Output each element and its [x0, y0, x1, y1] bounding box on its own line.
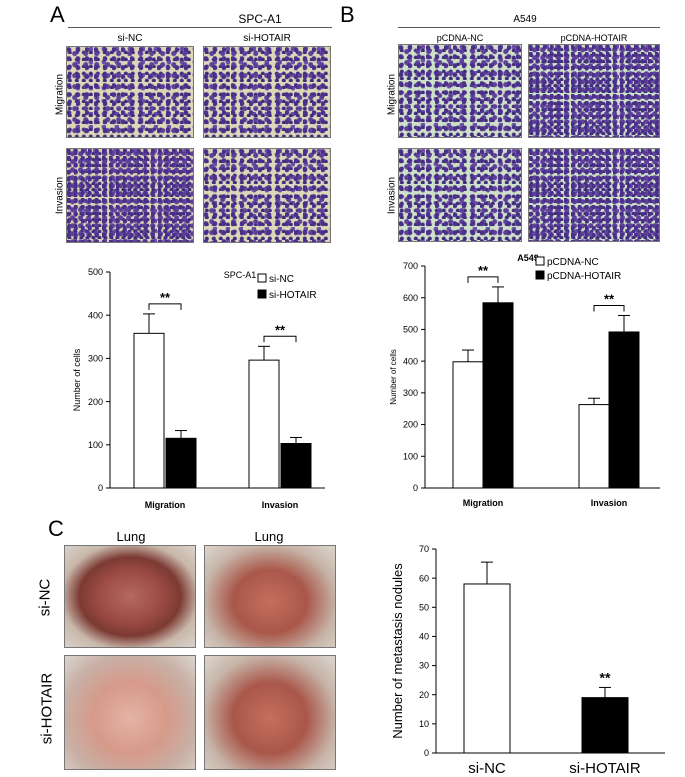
y-tick-label: 0 — [424, 748, 429, 758]
significance-bracket — [263, 335, 297, 343]
y-tick-label: 70 — [419, 544, 429, 554]
category-label: si-HOTAIR — [569, 760, 641, 777]
y-tick-label: 300 — [403, 388, 418, 398]
panel-a-title: SPC-A1 — [238, 12, 282, 26]
y-tick-label: 20 — [419, 690, 429, 700]
y-tick-label: 200 — [88, 397, 103, 407]
significance-bracket — [467, 276, 499, 283]
significance-marker: ** — [478, 263, 489, 278]
category-label: Invasion — [591, 498, 628, 508]
legend-label: si-NC — [269, 274, 294, 285]
y-tick-label: 400 — [88, 310, 103, 320]
category-label: Invasion — [262, 500, 299, 510]
chart-title: A549 — [517, 253, 539, 263]
panel-b-title-rule — [398, 27, 660, 28]
legend-label: si-HOTAIR — [269, 290, 317, 301]
micrograph-b-hotair-migration — [528, 44, 660, 138]
category-label: si-NC — [468, 760, 506, 777]
micrograph-a-sihotair-migration — [203, 46, 331, 138]
lung-photo-sinc-2 — [204, 545, 336, 648]
y-tick-label: 400 — [403, 356, 418, 366]
lung-photo-sihotair-2 — [204, 655, 336, 770]
panel-b-title: A549 — [513, 14, 537, 25]
panel-a-row-1: Migration — [54, 73, 66, 116]
y-tick-label: 10 — [419, 719, 429, 729]
y-tick-label: 200 — [403, 420, 418, 430]
significance-marker: ** — [160, 290, 171, 305]
significance-bracket — [593, 304, 625, 312]
bar — [133, 332, 165, 489]
bar — [608, 331, 640, 489]
panel-c-row-1: si-NC — [36, 578, 54, 617]
legend-label: pCDNA-NC — [547, 257, 599, 268]
significance-marker: ** — [604, 291, 615, 306]
micrograph-b-nc-migration — [398, 44, 522, 138]
panel-a-col-2: si-HOTAIR — [243, 33, 291, 44]
micrograph-a-sinc-migration — [66, 46, 194, 138]
micrograph-b-nc-invasion — [398, 148, 522, 242]
panel-label-c: C — [48, 516, 64, 541]
y-tick-label: 60 — [419, 573, 429, 583]
bar — [578, 404, 610, 489]
y-tick-label: 100 — [88, 440, 103, 450]
lung-photo-sihotair-1 — [64, 655, 196, 770]
y-axis-label: Number of cells — [389, 349, 398, 405]
chart-title: SPC-A1 — [224, 270, 257, 280]
chart-spc-a1: 0 100 200 300 400 500 Number of cells SPC-A1 Mig… — [72, 267, 325, 510]
micrograph-a-sihotair-invasion — [203, 148, 331, 243]
panel-a-row-2: Invasion — [54, 176, 66, 215]
legend-swatch — [257, 289, 267, 299]
panel-b-row-2: Invasion — [386, 176, 398, 215]
chart-a549: 0 100 200 300 400 500 600 700 Number of cells A54… — [389, 253, 660, 508]
panel-b-col-1: pCDNA-NC — [436, 33, 484, 43]
significance-marker: ** — [600, 669, 611, 685]
panel-b-col-2: pCDNA-HOTAIR — [560, 33, 628, 43]
panel-c-col-1: Lung — [116, 529, 146, 544]
y-tick-label: 30 — [419, 661, 429, 671]
y-tick-label: 50 — [419, 602, 429, 612]
y-tick-label: 500 — [403, 325, 418, 335]
panel-b-row-1: Migration — [386, 73, 398, 116]
y-axis-label: Number of cells — [72, 348, 82, 411]
bar — [280, 443, 312, 489]
panel-a-col-1: si-NC — [117, 33, 143, 44]
chart-metastasis: 0 10 20 30 40 50 60 70 Number of metastasis nodu… — [390, 544, 665, 777]
panel-label-a: A — [50, 2, 65, 27]
y-tick-label: 500 — [88, 267, 103, 277]
y-axis-label: Number of metastasis nodules — [390, 563, 405, 739]
y-tick-label: 600 — [403, 293, 418, 303]
micrograph-b-hotair-invasion — [528, 148, 660, 242]
bar — [482, 302, 514, 489]
y-tick-label: 0 — [413, 483, 418, 493]
y-tick-label: 100 — [403, 451, 418, 461]
panel-c-row-2: si-HOTAIR — [38, 672, 56, 745]
panel-a-title-rule — [68, 27, 332, 28]
y-tick-label: 300 — [88, 354, 103, 364]
micrograph-a-sinc-invasion — [66, 148, 194, 243]
legend-swatch — [257, 273, 267, 283]
y-tick-label: 40 — [419, 632, 429, 642]
bar — [165, 437, 197, 489]
panel-label-b: B — [340, 2, 355, 27]
lung-photo-sinc-1 — [64, 545, 196, 648]
bar — [248, 359, 280, 489]
category-label: Migration — [463, 498, 504, 508]
legend-label: pCDNA-HOTAIR — [547, 271, 621, 282]
significance-marker: ** — [275, 322, 286, 337]
y-tick-label: 0 — [98, 483, 103, 493]
y-tick-label: 700 — [403, 261, 418, 271]
significance-bracket — [148, 303, 182, 310]
category-label: Migration — [145, 500, 186, 510]
bar — [463, 583, 511, 754]
bar — [581, 697, 629, 754]
legend-swatch — [535, 256, 545, 266]
panel-c-col-2: Lung — [254, 529, 284, 544]
bar — [452, 361, 484, 489]
legend-swatch — [535, 270, 545, 280]
